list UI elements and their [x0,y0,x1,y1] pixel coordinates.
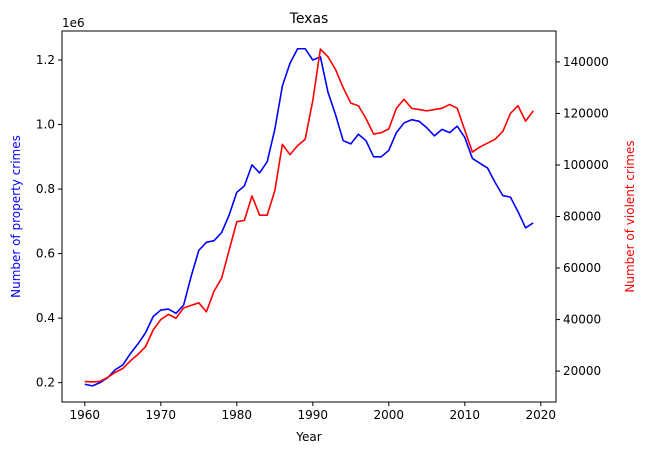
left-axis-label: Number of property crimes [9,135,23,298]
right-y-tick-label: 20000 [563,364,601,378]
left-y-tick-label: 0.4 [36,311,55,325]
property-crimes-line [84,47,534,387]
right-y-tick-label: 80000 [563,210,601,224]
x-tick-label: 1980 [222,408,253,422]
left-y-tick-label: 0.8 [36,182,55,196]
right-y-tick-label: 140000 [563,55,609,69]
violent-crimes-line [84,48,534,383]
right-axis-label: Number of violent crimes [623,140,637,292]
right-y-tick-label: 40000 [563,313,601,327]
x-tick-label: 1960 [70,408,101,422]
chart-title: Texas [289,11,329,27]
left-axis-offset-text: 1e6 [62,16,85,30]
left-y-tick-label: 0.2 [36,376,55,390]
right-y-tick-label: 120000 [563,106,609,120]
right-y-tick-label: 60000 [563,261,601,275]
plot-frame [61,30,557,403]
left-y-tick-label: 0.6 [36,247,55,261]
x-tick-label: 2000 [374,408,405,422]
x-tick-label: 2020 [526,408,557,422]
x-tick-label: 1990 [298,408,329,422]
left-y-tick-label: 1.0 [36,118,55,132]
x-axis-label: Year [295,430,321,444]
left-y-tick-label: 1.2 [36,53,55,67]
right-y-tick-label: 100000 [563,158,609,172]
x-tick-label: 2010 [450,408,481,422]
x-tick-label: 1970 [146,408,177,422]
